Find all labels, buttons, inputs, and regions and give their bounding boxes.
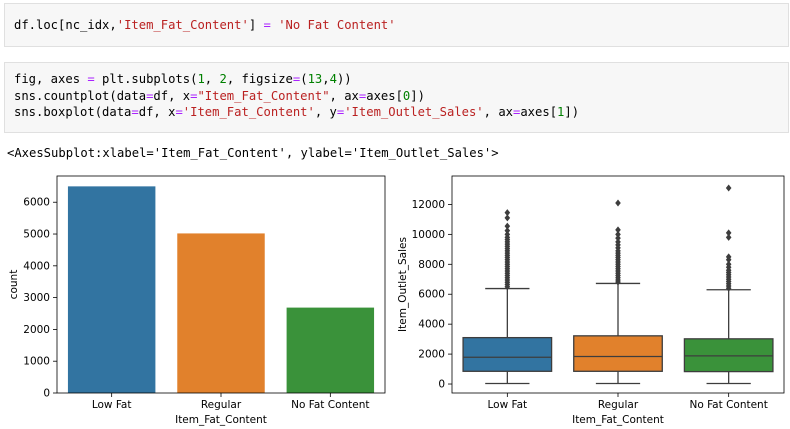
code-token: axes[ [520,105,558,119]
outlier-point [504,214,511,222]
box [573,335,663,372]
y-tick-label: 4000 [418,319,445,331]
code-cell-1[interactable]: df.loc[nc_idx,'Item_Fat_Content'] = 'No … [4,3,789,47]
code-token: df, x [153,88,191,103]
code-token: = [513,105,521,119]
y-tick-label: 3000 [23,292,50,304]
code-token: , figsize [226,72,293,86]
code-token: 0 [402,88,411,103]
code-token: 2 [219,72,227,86]
code-token: plt.subplots( [94,72,198,86]
code-token: = [292,72,301,86]
code-token: , [204,72,220,86]
y-tick-label: 8000 [418,259,445,271]
cell-output-text: <AxesSubplot:xlabel='Item_Fat_Content', … [7,146,499,160]
code-token: = [131,105,139,119]
outlier-point [725,233,732,241]
bar [67,186,156,393]
x-tick-label: Low Fat [92,399,132,411]
code-token: 1 [557,105,565,119]
outlier-point [725,184,732,192]
outlier-point [725,253,732,261]
y-axis-label: Item_Outlet_Sales [397,237,409,332]
code-line: sns.boxplot(data=df, x='Item_Fat_Content… [5,104,788,121]
x-tick-label: Regular [201,399,242,411]
y-tick-label: 4000 [23,260,50,272]
outlier-point [725,229,732,237]
y-tick-label: 12000 [412,199,445,211]
x-tick-label: No Fat Content [689,399,767,411]
outlier-point [504,222,511,230]
bar [177,233,265,393]
code-cell-2[interactable]: fig, axes = plt.subplots(1, 2, figsize=(… [4,62,789,133]
code-token: , ax [329,88,359,103]
code-token: )) [336,72,352,86]
y-tick-label: 0 [438,379,445,391]
outlier-point [504,209,511,217]
box [683,338,774,373]
code-token: 1 [197,72,205,86]
code-token: sns.boxplot(data [14,105,132,119]
boxplot-chart: Low Fat Regular No Fat Content 0 2000 4000 600… [397,175,785,426]
code-token: 'Item_Fat_Content' [182,105,315,119]
code-token: fig, axes [14,72,88,86]
code-token: df.loc[nc_idx, [14,18,117,32]
outlier-point [615,199,621,207]
countplot-chart: Low Fat Regular No Fat Content 0 1000 2000 300… [8,175,386,426]
code-line: df.loc[nc_idx,'Item_Fat_Content'] = 'No … [5,4,788,34]
box [462,336,553,372]
code-token: 13 [307,72,323,86]
code-token: = [175,105,183,119]
code-token: , y [314,105,337,119]
code-token: ]) [410,88,425,103]
code-token: 4 [329,72,337,86]
y-tick-label: 2000 [418,349,445,361]
code-token: ( [300,72,308,86]
y-tick-label: 6000 [23,197,50,209]
code-token: ] [248,18,264,32]
code-token: 'Item_Outlet_Sales' [344,105,484,119]
code-token: , ax [483,105,513,119]
y-tick-label: 5000 [23,229,50,241]
outlier-point [725,260,732,268]
y-tick-label: 6000 [418,289,445,301]
x-axis-label: Item_Fat_Content [175,414,267,426]
code-token: 'Item_Fat_Content' [116,18,249,32]
y-axis-label: count [8,270,20,300]
code-line: sns.countplot(data=df, x="Item_Fat_Conte… [5,88,788,105]
x-tick-label: Low Fat [488,399,528,411]
code-token: = [358,88,367,103]
y-tick-label: 1000 [23,356,50,368]
code-token: "Item_Fat_Content" [197,88,330,103]
bar [286,307,375,393]
code-token: ]) [564,105,580,119]
y-tick-label: 10000 [412,229,445,241]
code-token: = [87,72,95,86]
outlier-point [504,227,511,235]
x-tick-label: Regular [598,399,639,411]
code-line: fig, axes = plt.subplots(1, 2, figsize=(… [5,63,788,88]
code-token: df, x [138,105,176,119]
plot-frame [451,175,785,394]
code-token: sns.countplot(data [14,88,147,103]
plot-frame [56,175,386,394]
code-token: = [336,105,345,119]
code-token: = [190,88,198,103]
y-tick-label: 2000 [23,324,50,336]
x-tick-label: No Fat Content [291,399,369,411]
x-axis-label: Item_Fat_Content [572,414,664,426]
code-token: = [263,18,271,32]
outlier-point [615,226,621,234]
code-token: = [146,88,154,103]
code-token: axes[ [366,88,403,103]
code-token: 'No Fat Content' [278,18,396,32]
y-tick-label: 0 [43,388,50,400]
code-token: , [322,72,330,86]
outlier-point [504,230,511,238]
